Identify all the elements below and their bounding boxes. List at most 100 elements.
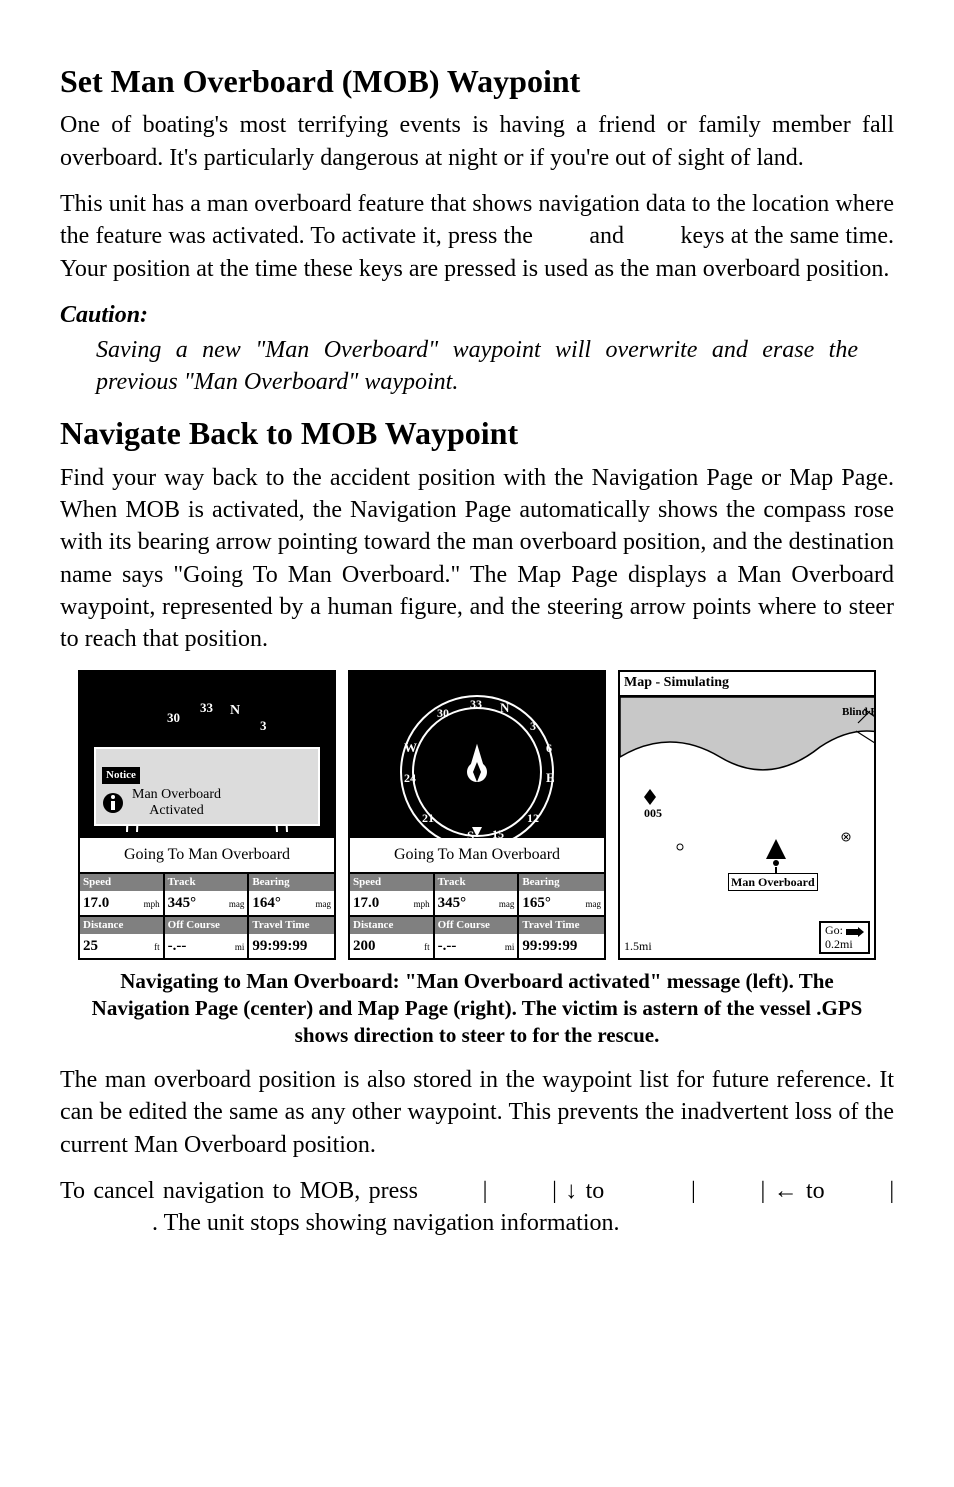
svg-text:E: E — [546, 770, 555, 785]
svg-text:N: N — [230, 703, 240, 718]
cell-unit: mag — [585, 898, 601, 910]
data-cell: Off Course-.--mi — [435, 915, 520, 958]
cell-head: Travel Time — [249, 917, 334, 934]
data-cell: Speed 17.0 mph — [350, 874, 435, 915]
cell-unit: mph — [414, 898, 430, 910]
cell-head: Travel Time — [519, 917, 604, 934]
info-icon — [102, 792, 124, 814]
cell-head: Speed — [350, 874, 433, 891]
map-area: Blind P 005 Man Overboard — [620, 697, 874, 958]
cell-unit: mag — [229, 898, 245, 910]
text: to — [586, 1178, 613, 1204]
cancel-instructions: To cancel navigation to MOB, press | | ↓… — [60, 1175, 894, 1240]
svg-text:30: 30 — [167, 710, 180, 725]
cell-unit: mi — [505, 941, 515, 953]
cell-val: 25 — [83, 936, 98, 956]
cell-val: 200 — [353, 936, 376, 956]
cell-unit: mph — [144, 898, 160, 910]
svg-text:30: 30 — [437, 706, 449, 720]
go-label: Go: — [825, 923, 843, 937]
text: and — [589, 223, 630, 249]
notice-box: Notice Man Overboard Activated — [94, 747, 320, 826]
cell-unit: mag — [315, 898, 331, 910]
nav-panel-left: 30 33 N 3 W 6 Notice Man Overboard Activ… — [78, 670, 336, 960]
zoom-value: 0.2mi — [825, 937, 853, 951]
data-cell: Bearing 165° mag — [519, 874, 604, 915]
paragraph: One of boating's most terrifying events … — [60, 109, 894, 174]
data-cell: Off Course -.-- mi — [165, 915, 250, 958]
cell-head: Distance — [350, 917, 433, 934]
svg-text:3: 3 — [260, 718, 267, 733]
compass-icon: 30 33 N 3 W 6 24 E 21 S 15 12 — [382, 682, 572, 852]
text: | — [760, 1178, 765, 1204]
map-title: Map - Simulating — [620, 672, 874, 697]
svg-text:15: 15 — [492, 827, 504, 841]
cell-head: Bearing — [249, 874, 334, 891]
svg-text:12: 12 — [527, 811, 539, 825]
cell-head: Bearing — [519, 874, 604, 891]
cell-unit: mag — [499, 898, 515, 910]
data-cell: Travel Time99:99:99 — [519, 915, 604, 958]
compass-area: 30 33 N 3 W 6 Notice Man Overboard Activ… — [80, 672, 334, 836]
map-shoreline: Blind P 005 — [620, 697, 874, 957]
data-cell: Travel Time 99:99:99 — [249, 915, 334, 958]
cell-head: Track — [435, 874, 518, 891]
svg-text:6: 6 — [546, 741, 552, 755]
go-box: Go: 0.2mi — [819, 921, 870, 953]
cell-val: 345° — [438, 893, 467, 913]
svg-text:33: 33 — [200, 700, 214, 715]
notice-text: Activated — [132, 803, 221, 818]
cell-head: Speed — [80, 874, 163, 891]
compass-area: 30 33 N 3 W 6 24 E 21 S 15 12 — [350, 672, 604, 836]
svg-text:33: 33 — [470, 697, 482, 711]
svg-text:21: 21 — [422, 811, 434, 825]
paragraph: Find your way back to the accident posit… — [60, 462, 894, 656]
figure-caption: Navigating to Man Overboard: "Man Overbo… — [80, 968, 874, 1050]
notice-text: Man Overboard — [132, 787, 221, 802]
data-grid: Speed 17.0 mph Track 345° mag Bearing 165° mag… — [350, 874, 604, 958]
nav-panel-center: 30 33 N 3 W 6 24 E 21 S 15 12 Going To M… — [348, 670, 606, 960]
svg-text:S: S — [467, 828, 474, 843]
svg-text:005: 005 — [644, 806, 662, 820]
cell-val: 345° — [168, 893, 197, 913]
data-cell: Track 345° mag — [165, 874, 250, 915]
text: | — [483, 1178, 488, 1204]
data-grid: Speed 17.0 mph Track 345° mag Bearing164°mag… — [80, 874, 334, 958]
going-bar: Going To Man Overboard — [80, 836, 334, 874]
cell-head: Off Course — [165, 917, 248, 934]
go-arrow-icon — [846, 927, 864, 937]
map-panel: Map - Simulating Blind P 005 — [618, 670, 876, 960]
notice-label: Notice — [102, 767, 140, 784]
cell-unit: mi — [235, 941, 245, 953]
mob-label: Man Overboard — [728, 873, 818, 891]
svg-text:3: 3 — [530, 719, 536, 733]
text: . The unit stops showing navigation info… — [152, 1210, 620, 1236]
text: To cancel navigation to MOB, press — [60, 1178, 426, 1204]
text: | — [889, 1178, 894, 1204]
svg-text:W: W — [404, 740, 417, 755]
cell-val: 17.0 — [353, 893, 379, 913]
text: to — [806, 1178, 833, 1204]
paragraph: This unit has a man overboard feature th… — [60, 188, 894, 285]
cell-val: 99:99:99 — [252, 936, 307, 956]
cell-val: -.-- — [168, 936, 187, 956]
cell-val: 165° — [522, 893, 551, 913]
figure-row: 30 33 N 3 W 6 Notice Man Overboard Activ… — [60, 670, 894, 960]
scale-value: 1.5mi — [624, 938, 652, 954]
caution-body: Saving a new "Man Overboard" waypoint wi… — [96, 334, 858, 399]
cell-head: Distance — [80, 917, 163, 934]
data-cell: Speed 17.0 mph — [80, 874, 165, 915]
caution-label: Caution: — [60, 299, 894, 331]
data-cell: Distance 25 ft — [80, 915, 165, 958]
data-cell: Bearing164°mag — [249, 874, 334, 915]
cell-val: 17.0 — [83, 893, 109, 913]
cell-unit: ft — [154, 941, 160, 953]
text: | — [552, 1178, 557, 1204]
svg-text:N: N — [500, 700, 510, 715]
cell-head: Track — [165, 874, 248, 891]
left-arrow-icon: ← — [774, 1178, 798, 1204]
data-cell: Distance200ft — [350, 915, 435, 958]
cell-head: Off Course — [435, 917, 518, 934]
heading-set-mob: Set Man Overboard (MOB) Waypoint — [60, 60, 894, 103]
heading-navigate-back: Navigate Back to MOB Waypoint — [60, 412, 894, 455]
